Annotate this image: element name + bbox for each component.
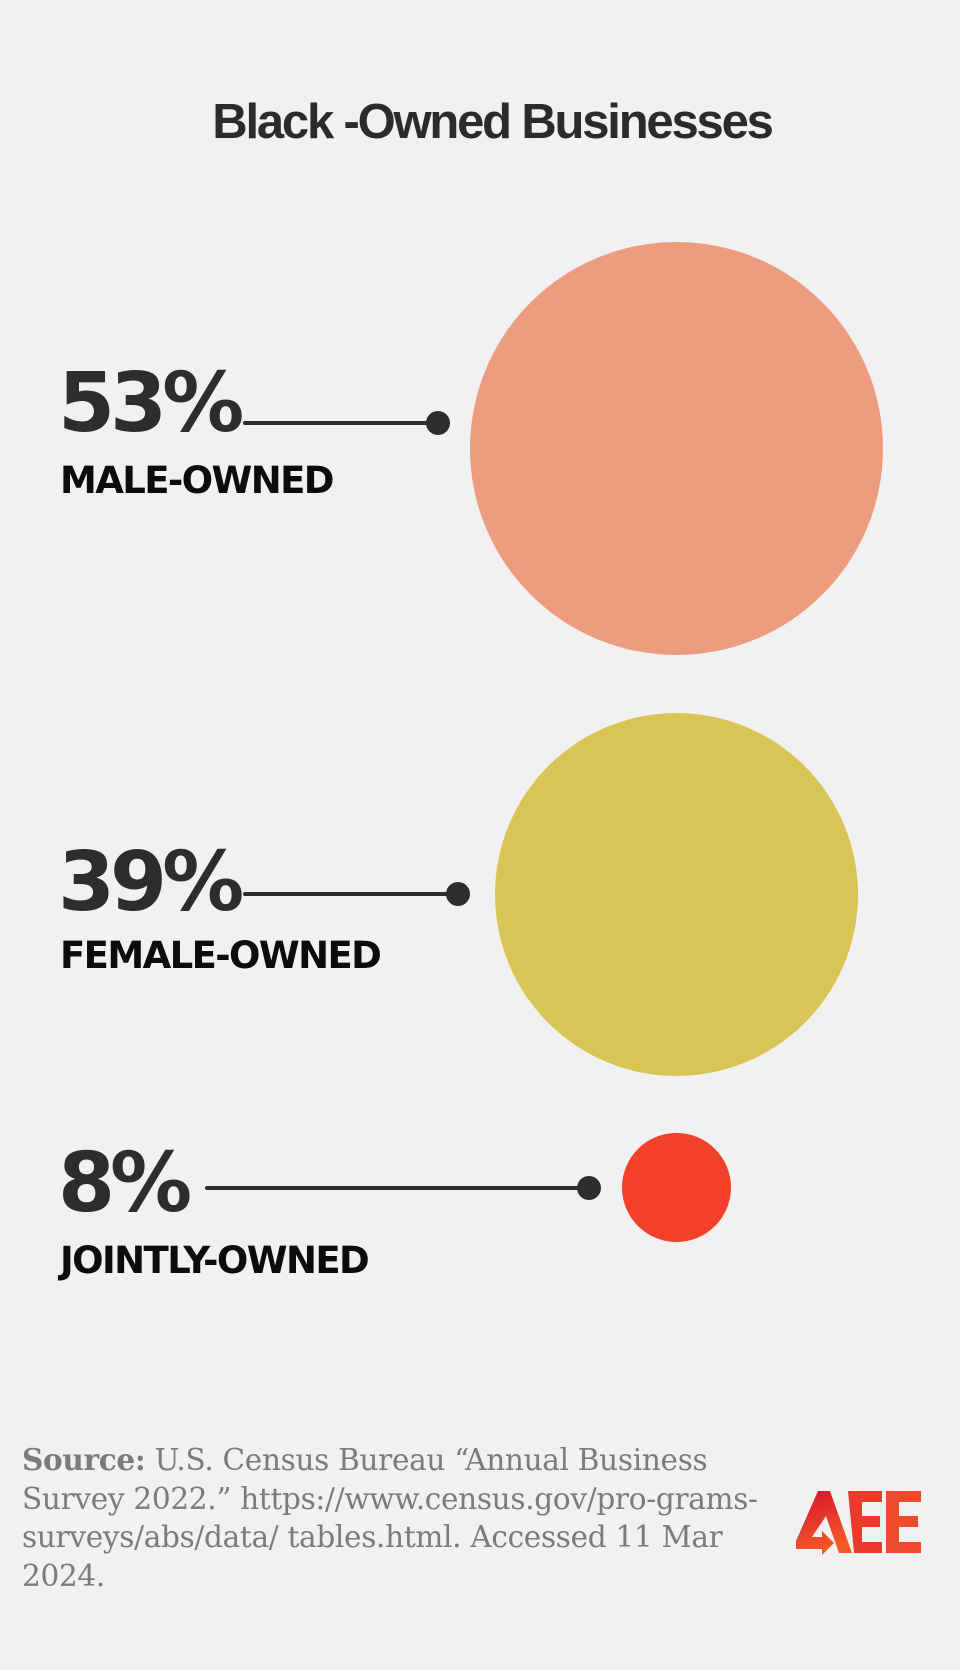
percent-value: 39% xyxy=(58,835,244,930)
leader-dot-icon xyxy=(426,411,450,435)
source-text: U.S. Census Bureau “Annual Business Surv… xyxy=(22,1443,758,1593)
category-label: MALE-OWNED xyxy=(60,459,334,502)
leader-dot-icon xyxy=(446,882,470,906)
leader-line xyxy=(205,1186,589,1190)
source-prefix: Source: xyxy=(22,1442,146,1477)
percent-value: 8% xyxy=(58,1136,192,1231)
bubble-male-owned xyxy=(470,242,883,655)
leader-dot-icon xyxy=(577,1176,601,1200)
chart-title: Black -Owned Businesses xyxy=(212,95,774,149)
aee-logo-icon xyxy=(796,1491,921,1555)
percent-value: 53% xyxy=(58,356,244,451)
bubble-female-owned xyxy=(495,713,858,1076)
category-label: JOINTLY-OWNED xyxy=(60,1239,370,1282)
bubble-jointly-owned xyxy=(622,1133,731,1242)
leader-line xyxy=(243,421,438,425)
leader-line xyxy=(243,892,458,896)
category-label: FEMALE-OWNED xyxy=(60,934,382,977)
source-note: Source: U.S. Census Bureau “Annual Busin… xyxy=(22,1441,762,1595)
